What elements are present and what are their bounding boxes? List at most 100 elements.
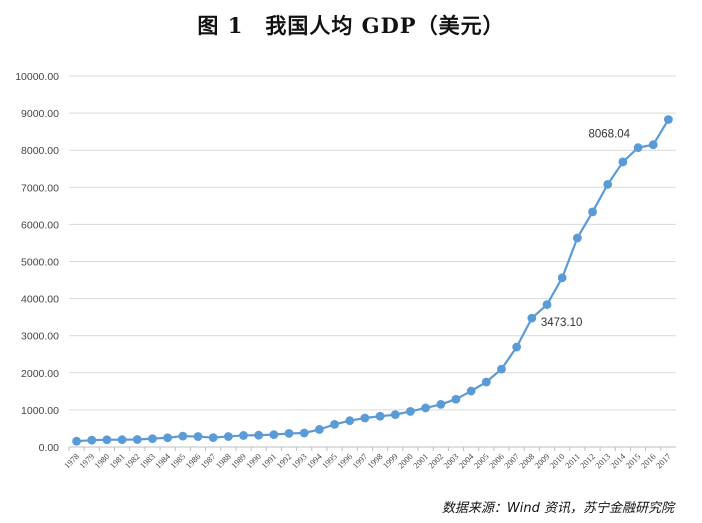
x-tick-label: 1987 <box>198 451 217 470</box>
y-tick-label: 0.00 <box>39 442 60 454</box>
data-point <box>497 364 506 374</box>
x-tick-label: 2000 <box>396 451 415 470</box>
data-point <box>360 413 370 423</box>
data-point <box>148 434 157 444</box>
x-tick-label: 1997 <box>350 451 369 470</box>
data-point <box>466 386 476 396</box>
x-tick-label: 2006 <box>487 451 506 470</box>
data-label: 3473.10 <box>541 317 583 329</box>
data-point <box>178 431 188 441</box>
data-point <box>299 428 309 438</box>
x-tick-label: 1980 <box>92 451 111 470</box>
y-tick-label: 7000.00 <box>21 182 59 194</box>
data-point <box>132 435 142 444</box>
x-tick-label: 2013 <box>593 451 612 470</box>
x-tick-label: 1988 <box>214 451 233 470</box>
chart-title: 图 1 我国人均 GDP（美元） <box>0 10 702 40</box>
data-point <box>117 435 127 445</box>
y-tick-label: 9000.00 <box>21 108 59 120</box>
gridlines <box>69 75 676 448</box>
x-tick-label: 2002 <box>426 451 445 470</box>
x-tick-label: 1999 <box>381 451 400 470</box>
x-tick-label: 1981 <box>107 451 126 470</box>
y-tick-label: 3000.00 <box>21 331 59 343</box>
x-tick-label: 1982 <box>123 451 142 470</box>
data-point <box>87 435 97 445</box>
x-tick-label: 2007 <box>502 451 521 470</box>
data-point <box>223 432 233 441</box>
x-tick-label: 1989 <box>229 451 248 470</box>
data-point <box>421 403 431 413</box>
y-tick-label: 4000.00 <box>21 294 59 306</box>
data-source-note: 数据来源：Wind 资讯，苏宁金融研究院 <box>441 501 674 516</box>
y-tick-label: 5000.00 <box>21 257 59 269</box>
data-point <box>284 429 294 438</box>
x-tick-label: 2012 <box>578 451 597 470</box>
x-tick-label: 2016 <box>639 451 658 470</box>
x-tick-label: 1986 <box>183 451 202 470</box>
data-labels: 3473.10 8068.04 <box>541 129 631 329</box>
data-point <box>314 425 324 434</box>
data-point <box>269 430 279 440</box>
x-tick-label: 1978 <box>62 451 81 470</box>
y-axis-ticks: 0.00 1000.00 2000.00 3000.00 4000.00 5000.00 6… <box>15 71 59 454</box>
data-point <box>193 432 203 441</box>
y-tick-label: 10000.00 <box>15 71 59 83</box>
y-tick-label: 1000.00 <box>21 405 59 417</box>
data-point <box>618 157 628 167</box>
data-point <box>512 342 522 352</box>
data-point <box>557 273 567 283</box>
y-tick-label: 2000.00 <box>21 368 59 380</box>
x-tick-label: 1993 <box>290 451 309 470</box>
data-point <box>572 233 582 243</box>
x-tick-label: 2001 <box>411 451 430 470</box>
data-point <box>542 300 552 310</box>
data-point <box>406 407 415 416</box>
x-tick-label: 1996 <box>335 451 354 470</box>
x-tick-label: 1983 <box>138 451 157 470</box>
data-point <box>451 394 461 404</box>
x-tick-label: 2010 <box>548 451 567 470</box>
data-point <box>72 436 81 446</box>
data-point <box>375 411 385 421</box>
data-point <box>163 433 173 443</box>
y-tick-label: 6000.00 <box>21 219 59 231</box>
figure-title-text: 我国人均 GDP（美元） <box>265 13 505 38</box>
data-point <box>588 207 597 217</box>
x-tick-label: 1979 <box>77 451 96 470</box>
data-point <box>603 180 613 189</box>
series-line <box>76 118 670 443</box>
x-tick-label: 2009 <box>532 451 551 470</box>
data-point <box>239 431 248 440</box>
x-axis-ticks: 1978197919801981198219831984198519861987… <box>62 447 673 470</box>
data-point <box>390 410 400 420</box>
data-point <box>664 115 673 124</box>
data-label: 8068.04 <box>588 129 630 141</box>
x-tick-label: 1995 <box>320 451 339 470</box>
data-point <box>633 143 643 153</box>
data-point <box>481 377 491 387</box>
series-points <box>72 115 673 446</box>
data-point <box>254 430 264 440</box>
x-tick-label: 1998 <box>365 451 384 470</box>
x-tick-label: 1991 <box>259 451 278 470</box>
data-point <box>345 416 355 426</box>
x-tick-label: 2003 <box>441 451 460 470</box>
x-tick-label: 2005 <box>472 451 491 470</box>
data-point <box>527 313 537 323</box>
x-tick-label: 2008 <box>517 451 536 470</box>
data-point <box>102 435 112 445</box>
x-tick-label: 2011 <box>563 451 582 470</box>
y-tick-label: 8000.00 <box>21 145 59 157</box>
data-point <box>648 140 658 150</box>
x-tick-label: 2015 <box>623 451 642 470</box>
data-point <box>330 420 339 429</box>
figure-number: 图 1 <box>197 13 244 38</box>
data-point <box>208 433 218 443</box>
x-tick-label: 1992 <box>274 451 293 470</box>
x-tick-label: 1985 <box>168 451 187 470</box>
x-tick-label: 2017 <box>654 451 673 470</box>
x-tick-label: 1990 <box>244 451 263 470</box>
data-point <box>436 400 446 409</box>
